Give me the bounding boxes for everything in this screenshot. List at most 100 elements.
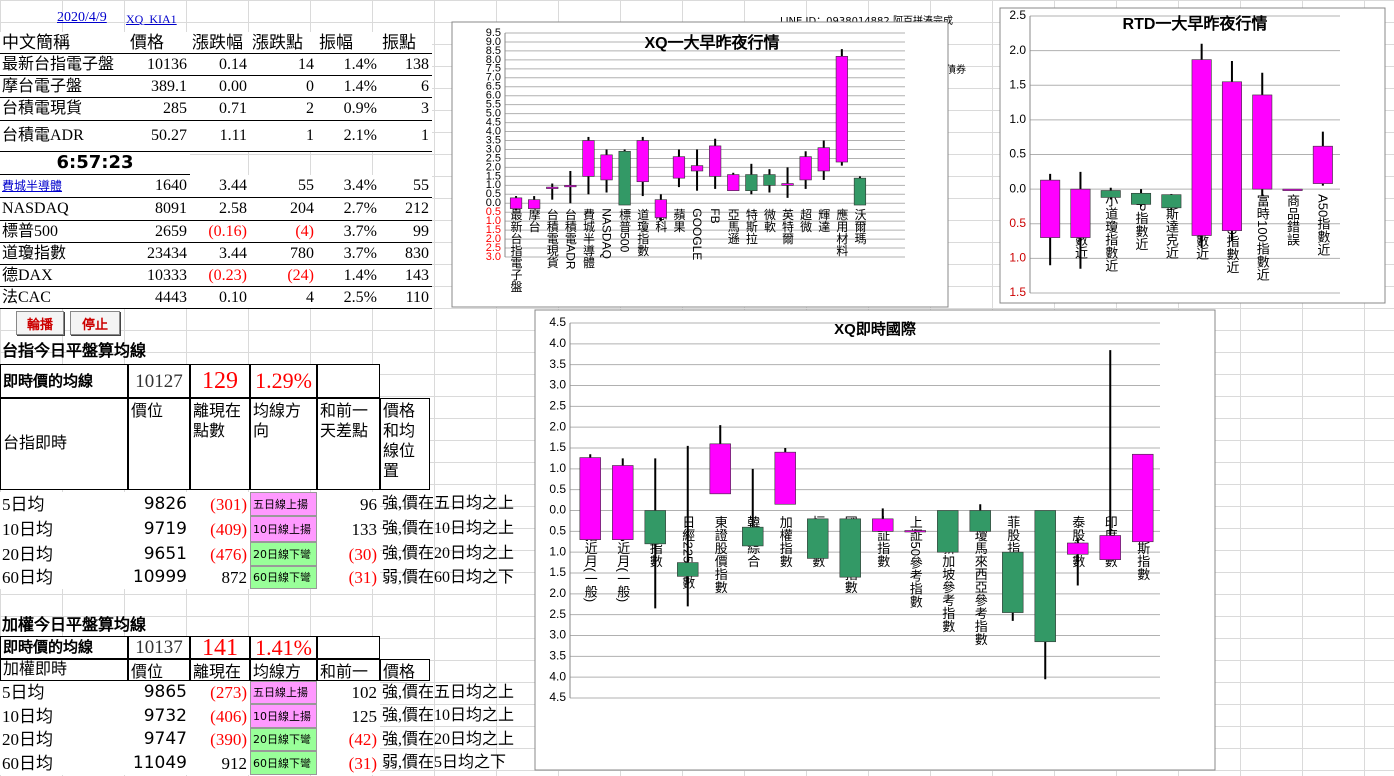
cell: 0.00 (190, 76, 250, 98)
cell: 212 (380, 198, 432, 221)
y-tick-label: 6.0 (486, 90, 501, 102)
date-link[interactable]: 2020/4/9 (57, 10, 107, 25)
y-tick-label: 3.0 (549, 378, 566, 392)
position-cell: 強,價在20日均之上 (382, 545, 515, 562)
x-tick-label: 上証50參考指數 (908, 516, 923, 610)
cell: 3.7% (317, 221, 380, 243)
cell: 3.44 (190, 243, 250, 265)
position-cell: 強,價在20日均之上 (382, 730, 515, 748)
summary-cell: 10137 (128, 636, 190, 659)
sheet-link[interactable]: XQ_KIA1 (126, 12, 177, 26)
row-name: 費城半導體 (0, 175, 128, 198)
candle-body (969, 510, 991, 532)
candle-body (1132, 453, 1154, 543)
row-name: 5日均 (0, 681, 128, 704)
cell: 780 (250, 243, 317, 265)
cell: 0.10 (190, 287, 250, 309)
note: 債券 (946, 65, 966, 76)
column-header: 離現在點數 (190, 398, 250, 490)
cell: 9747 (128, 728, 190, 751)
y-tick-label: 4.5 (549, 690, 566, 704)
cell: 0.9% (317, 98, 380, 121)
candle-body (839, 518, 861, 578)
candle-body (1040, 179, 1061, 238)
y-tick-label: 7.0 (486, 72, 501, 84)
cell: (409) (190, 516, 250, 542)
y-tick-label: 0.5 (486, 188, 501, 200)
direction-cell: 五日線上揚 (250, 492, 317, 516)
column-header: 價格和均線位置 (380, 398, 430, 490)
cell: 3.7% (317, 243, 380, 265)
cell: 2.7% (317, 198, 380, 221)
cell: 99 (380, 221, 432, 243)
row-name: 最新台指電子盤 (0, 54, 128, 76)
candle-body (654, 199, 667, 218)
candle-body (1100, 190, 1121, 198)
direction-cell: 10日線上揚 (250, 516, 317, 542)
candle-body (763, 174, 776, 186)
candle-body (636, 140, 649, 183)
candle-body (742, 526, 764, 547)
row-name: 標普500 (0, 221, 128, 243)
cell: 1 (380, 121, 432, 152)
y-tick-label: 0.5 (549, 482, 566, 496)
column-header: 漲跌幅 (190, 32, 250, 54)
position-cell: 弱,價在60日均之下 (382, 568, 515, 586)
position-cell: 強,價在五日均之上 (382, 495, 515, 512)
x-tick-label: 富時100指數近 (1255, 194, 1270, 283)
cell: 1640 (128, 175, 190, 198)
x-tick-label: FB (708, 208, 722, 223)
candle-body (672, 156, 686, 179)
y-tick-label: 3.5 (549, 357, 566, 371)
row-name: 20日均 (0, 728, 128, 751)
y-tick-label: 2.5 (486, 242, 501, 254)
candle-body (546, 186, 559, 189)
candle-body (1191, 59, 1212, 236)
candle-body (1131, 192, 1152, 205)
candle-body (1099, 535, 1121, 560)
column-header: 價格和均線位置 (380, 659, 430, 681)
y-tick-label: 1.0 (1009, 251, 1026, 265)
x-tick-label: 商品錯誤 (1285, 194, 1300, 246)
candle-body (1312, 145, 1333, 184)
column-header: 台指即時 (0, 398, 128, 490)
candle-body (904, 530, 926, 533)
cell: 10136 (128, 54, 190, 76)
button[interactable]: 輪播 (16, 311, 64, 335)
cell: 143 (380, 265, 432, 287)
cell: (42) (317, 728, 380, 751)
column-header: 價位 (128, 398, 190, 490)
cell: 1 (250, 121, 317, 152)
y-tick-label: 7.5 (486, 63, 501, 75)
cell: 3.4% (317, 175, 380, 198)
y-tick-label: 2.5 (549, 399, 566, 413)
y-tick-label: 1.5 (1009, 285, 1026, 299)
section-title: 加權今日平盤算均線 (2, 614, 147, 634)
column-header: 均線方向 (250, 398, 317, 490)
x-tick-label: 費城半導體 (581, 207, 595, 269)
direction-cell: 60日線下彎 (250, 566, 317, 589)
y-tick-label: 1.5 (1009, 77, 1026, 91)
cell: 2.58 (190, 198, 250, 221)
candle-body (509, 197, 523, 209)
row-name: 5日均 (0, 492, 128, 516)
candle-body (579, 457, 601, 540)
row-name: 德DAX (0, 265, 128, 287)
y-tick-label: 2.0 (549, 586, 566, 600)
chart-title: XQ即時國際 (834, 320, 917, 338)
cell: (4) (250, 221, 317, 243)
column-header: 和前一天差點 (317, 398, 380, 490)
column-header: 中文簡稱 (0, 32, 128, 54)
cell: 3.44 (190, 175, 250, 198)
cell: (476) (190, 542, 250, 566)
y-tick-label: 2.0 (1009, 43, 1026, 57)
cell: 4443 (128, 287, 190, 309)
summary-cell: 即時價的均線 (0, 636, 128, 659)
x-tick-label: GOOGLE (690, 208, 704, 260)
candle-body (1002, 551, 1024, 613)
x-tick-label: 小道瓊指數近 (1103, 194, 1118, 273)
cell: 3 (380, 98, 432, 121)
button[interactable]: 停止 (70, 311, 120, 335)
